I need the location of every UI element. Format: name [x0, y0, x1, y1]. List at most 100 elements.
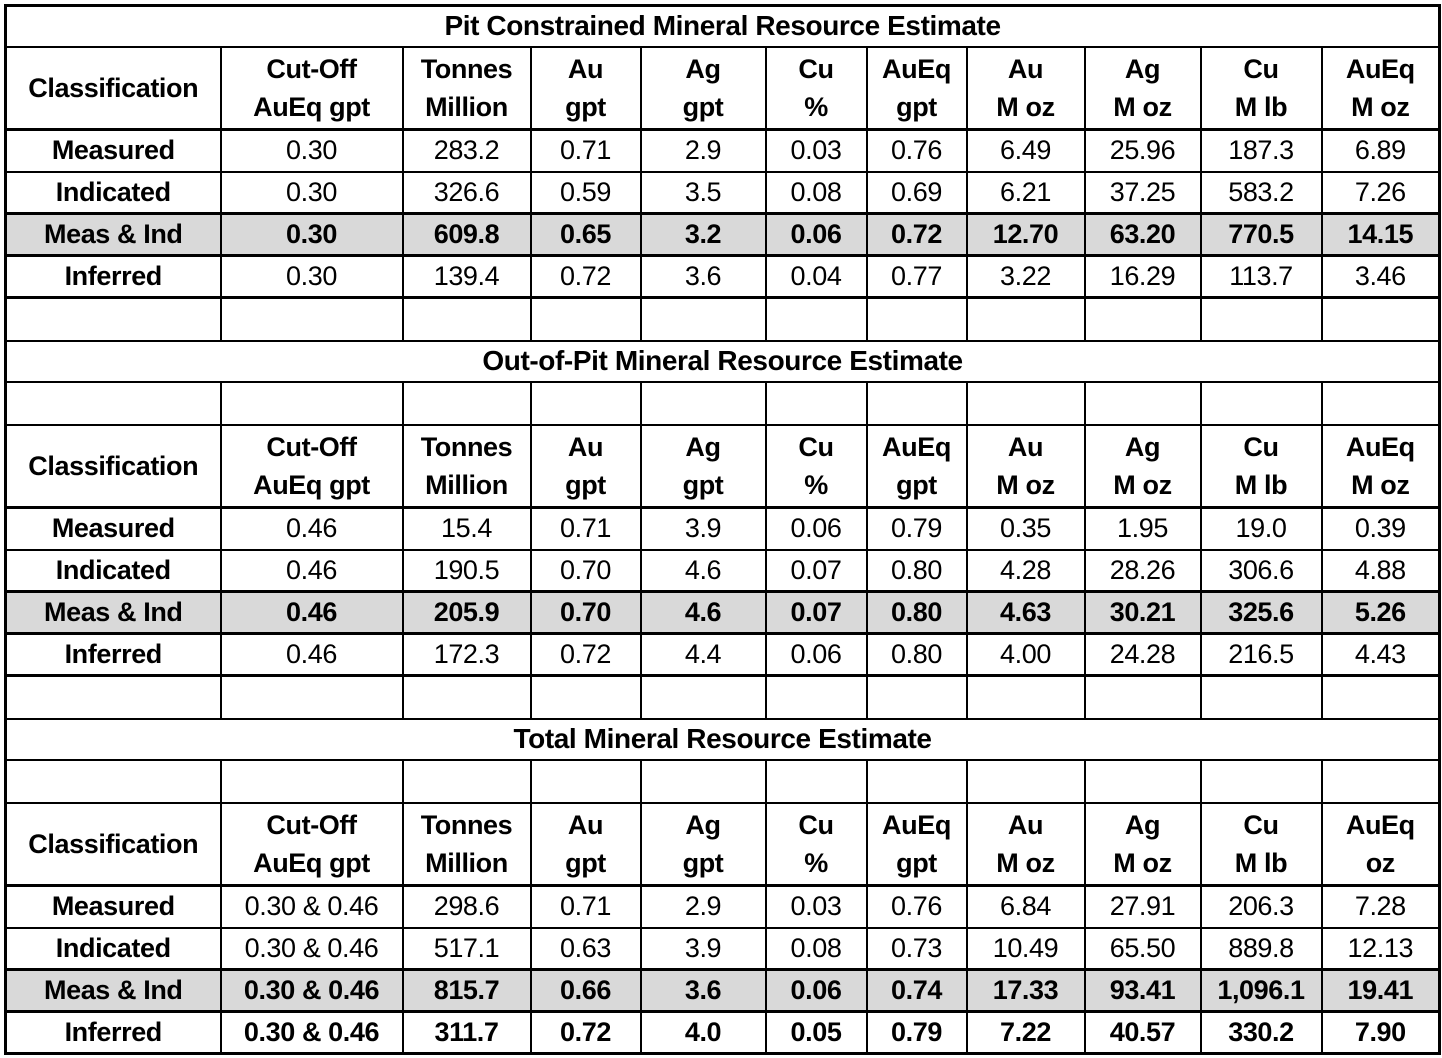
column-header: Cu% [764, 423, 868, 509]
column-header-line: M oz [1351, 469, 1410, 500]
data-cell: 326.6 [401, 170, 532, 215]
data-cell: 0.06 [764, 212, 868, 257]
column-header-line: Cu [798, 809, 834, 840]
spacer-cell [4, 296, 222, 342]
spacer-cell [639, 380, 767, 426]
data-cell: 6.84 [965, 884, 1086, 929]
data-cell: 5.26 [1320, 590, 1441, 635]
data-cell: 24.28 [1083, 632, 1202, 677]
column-header-line: M lb [1234, 847, 1288, 878]
data-cell: 4.6 [639, 548, 767, 593]
column-header: AuEq gpt [865, 801, 968, 887]
table-title: Total Mineral Resource Estimate [4, 717, 1441, 761]
data-cell: 6.49 [965, 128, 1086, 173]
data-cell: 7.22 [965, 1010, 1086, 1055]
data-cell: 311.7 [401, 1010, 532, 1055]
spacer-cell [865, 758, 968, 804]
header-row: Classification Cut-Off AuEq gpt Tonnes Milli… [4, 45, 1441, 131]
data-cell: 0.30 [219, 170, 404, 215]
data-cell: 139.4 [401, 254, 532, 299]
spacer-cell [764, 296, 868, 342]
data-cell: 0.30 & 0.46 [219, 1010, 404, 1055]
column-header-line: AuEq gpt [253, 91, 370, 122]
data-cell: 4.4 [639, 632, 767, 677]
column-header-line: Cu [798, 53, 834, 84]
column-header: Ag gpt [639, 801, 767, 887]
spacer-cell [401, 674, 532, 720]
column-header-line: Million [425, 847, 508, 878]
classification-cell: Inferred [4, 632, 222, 677]
spacer-cell [639, 758, 767, 804]
title-row: Pit Constrained Mineral Resource Estimat… [4, 4, 1441, 48]
spacer-cell [401, 296, 532, 342]
spacer-cell [865, 296, 968, 342]
column-header-line: Tonnes [420, 53, 513, 84]
data-cell: 17.33 [965, 968, 1086, 1013]
column-header-line: Cut-Off [266, 53, 357, 84]
column-header-line: % [804, 469, 828, 500]
column-header: Ag M oz [1083, 45, 1202, 131]
data-cell: 1.95 [1083, 506, 1202, 551]
column-header-line: AuEq [882, 809, 951, 840]
spacer-row [4, 296, 1441, 342]
spacer-cell [1199, 296, 1323, 342]
data-cell: 0.79 [865, 1010, 968, 1055]
column-header: Ag M oz [1083, 801, 1202, 887]
data-cell: 815.7 [401, 968, 532, 1013]
column-header-line: Ag [685, 53, 721, 84]
column-header: Cu% [764, 801, 868, 887]
data-cell: 0.06 [764, 632, 868, 677]
column-header-line: Million [425, 469, 508, 500]
table-row: Meas & Ind 0.30 & 0.46 815.7 0.66 3.6 0.06 0.7… [4, 968, 1441, 1013]
data-cell: 325.6 [1199, 590, 1323, 635]
spacer-cell [219, 758, 404, 804]
data-cell: 6.21 [965, 170, 1086, 215]
data-cell: 3.2 [639, 212, 767, 257]
column-header: Ag M oz [1083, 423, 1202, 509]
data-cell: 2.9 [639, 128, 767, 173]
spacer-cell [639, 674, 767, 720]
spacer-cell [1083, 674, 1202, 720]
spacer-cell [764, 674, 868, 720]
spacer-cell [529, 296, 642, 342]
spacer-cell [4, 674, 222, 720]
column-header-line: gpt [896, 469, 937, 500]
data-cell: 0.30 & 0.46 [219, 884, 404, 929]
column-header-line: gpt [565, 469, 606, 500]
data-cell: 10.49 [965, 926, 1086, 971]
column-header: Au gpt [529, 423, 642, 509]
spacer-cell [4, 380, 222, 426]
column-header: Cut-Off AuEq gpt [219, 423, 404, 509]
spacer-cell [1199, 674, 1323, 720]
column-header: Au gpt [529, 801, 642, 887]
spacer-cell [1320, 758, 1441, 804]
data-cell: 889.8 [1199, 926, 1323, 971]
column-header-line: AuEq [882, 53, 951, 84]
data-cell: 12.70 [965, 212, 1086, 257]
spacer-cell [764, 380, 868, 426]
spacer-cell [219, 296, 404, 342]
column-header: Cu M lb [1199, 45, 1323, 131]
data-cell: 0.35 [965, 506, 1086, 551]
data-cell: 298.6 [401, 884, 532, 929]
column-header: Tonnes Million [401, 801, 532, 887]
column-header-line: Au [567, 53, 604, 84]
column-header: Tonnes Million [401, 423, 532, 509]
data-cell: 0.46 [219, 548, 404, 593]
column-header: Cu% [764, 45, 868, 131]
column-header: Tonnes Million [401, 45, 532, 131]
data-cell: 283.2 [401, 128, 532, 173]
column-header-line: Cut-Off [266, 431, 357, 462]
data-cell: 3.6 [639, 968, 767, 1013]
resource-table-body: Pit Constrained Mineral Resource Estimat… [4, 4, 1441, 1055]
data-cell: 205.9 [401, 590, 532, 635]
data-cell: 0.30 [219, 128, 404, 173]
table-row: Inferred 0.46 172.3 0.72 4.4 0.06 0.80 4.00 24.2… [4, 632, 1441, 677]
column-header: AuEq oz [1320, 801, 1441, 887]
column-header-line: AuEq [882, 431, 951, 462]
classification-cell: Indicated [4, 926, 222, 971]
table-row: Inferred 0.30 & 0.46 311.7 0.72 4.0 0.05 0.79 7… [4, 1010, 1441, 1055]
column-header-line: Ag [1124, 809, 1161, 840]
table-row: Meas & Ind 0.30 609.8 0.65 3.2 0.06 0.72 12.70 6… [4, 212, 1441, 257]
data-cell: 4.43 [1320, 632, 1441, 677]
